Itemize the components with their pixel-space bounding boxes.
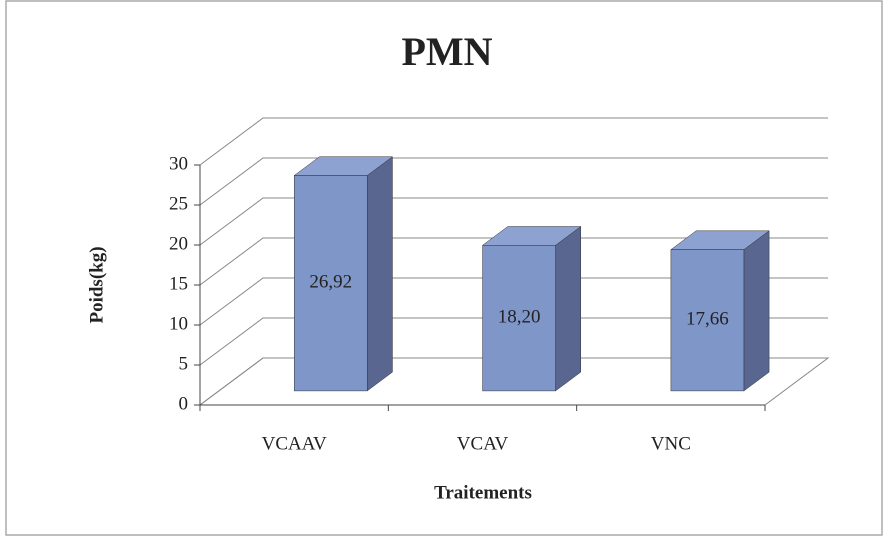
y-tick-label: 5 (179, 353, 189, 374)
x-tick-label: VCAAV (262, 433, 327, 454)
x-axis-label: Traitements (434, 482, 532, 503)
value-label: 26,92 (309, 272, 352, 293)
value-label: 17,66 (686, 309, 729, 330)
grid-line (199, 237, 828, 286)
value-label: 18,20 (498, 306, 541, 327)
x-tick-label: VNC (651, 433, 691, 454)
bar (670, 249, 745, 392)
y-tick-label: 0 (179, 393, 189, 414)
bar (482, 245, 556, 392)
grid-line (199, 317, 828, 366)
bar-side (743, 230, 770, 392)
bar-side (555, 226, 582, 392)
y-tick-label: 20 (169, 233, 188, 254)
grid-line (199, 117, 828, 166)
bar (293, 175, 368, 392)
bar-side (366, 156, 393, 392)
y-tick-label: 15 (169, 273, 188, 294)
chart-title: PMN (401, 29, 492, 74)
y-tick-label: 10 (169, 313, 188, 334)
y-axis-label: Poids(kg) (86, 246, 107, 323)
grid-line (199, 197, 828, 246)
y-tick-label: 25 (169, 193, 188, 214)
y-tick-label: 30 (169, 153, 188, 174)
grid-line (199, 357, 828, 406)
grid-line (199, 277, 828, 326)
x-tick-label: VCAV (457, 433, 509, 454)
grid-line (199, 157, 828, 206)
